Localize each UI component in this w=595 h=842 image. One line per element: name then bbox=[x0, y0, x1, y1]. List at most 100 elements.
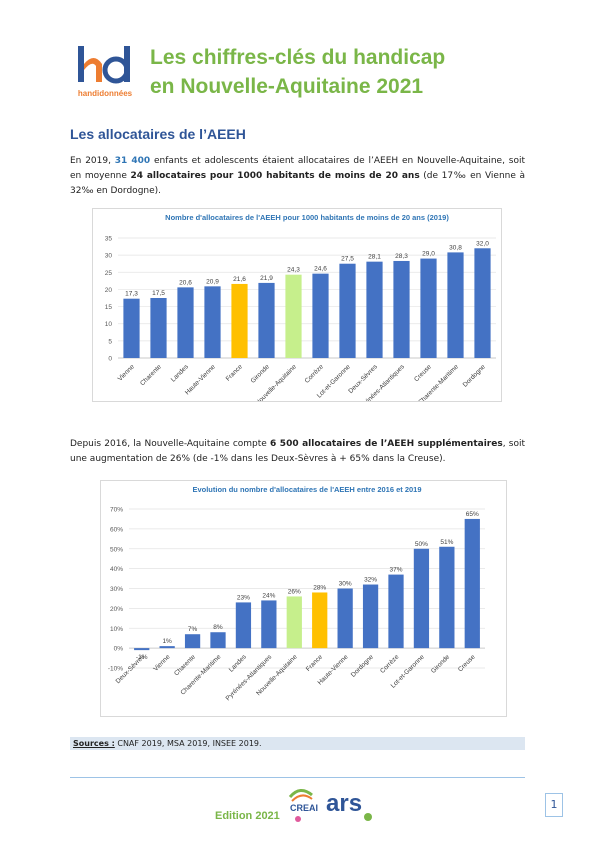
text: En 2019, bbox=[70, 156, 115, 166]
emphasis: 6 500 allocataires de l’AEEH supplémenta… bbox=[270, 439, 503, 449]
data-label: 28% bbox=[313, 584, 326, 591]
y-tick-label: 30 bbox=[105, 253, 113, 260]
data-label: 24,3 bbox=[287, 267, 300, 274]
bar bbox=[134, 648, 150, 651]
logo-text: ars bbox=[326, 790, 362, 817]
data-label: 29,0 bbox=[422, 251, 435, 258]
bar bbox=[337, 588, 353, 649]
chart-title: Nombre d'allocataires de l'AEEH pour 100… bbox=[165, 213, 449, 222]
x-tick-label: Dordogne bbox=[462, 363, 487, 388]
logo-shape bbox=[295, 816, 301, 822]
bar bbox=[150, 298, 167, 358]
logo-shape bbox=[364, 813, 372, 821]
sources-text: CNAF 2019, MSA 2019, INSEE 2019. bbox=[114, 739, 262, 748]
bar bbox=[159, 646, 175, 649]
data-label: 20,9 bbox=[206, 278, 219, 285]
emphasis: 24 allocataires pour 1000 habitants de m… bbox=[130, 171, 420, 181]
data-label: 7% bbox=[188, 626, 198, 633]
logo-shape bbox=[288, 789, 313, 799]
bar bbox=[312, 273, 329, 358]
data-label: 37% bbox=[389, 567, 402, 574]
data-label: 21,9 bbox=[260, 275, 273, 282]
y-tick-label: -10% bbox=[108, 666, 123, 673]
chart-title: Evolution du nombre d'allocataires de l'… bbox=[192, 485, 421, 494]
logo-shape bbox=[84, 58, 102, 82]
x-tick-label: Pyrénées-Atlantiques bbox=[225, 653, 274, 702]
data-label: 65% bbox=[466, 511, 479, 518]
logo-shape bbox=[102, 56, 130, 84]
data-label: 1% bbox=[162, 638, 172, 645]
logo-text: handidonnées bbox=[78, 89, 133, 98]
bar bbox=[261, 600, 277, 649]
data-label: 23% bbox=[237, 594, 250, 601]
data-label: 21,6 bbox=[233, 276, 246, 283]
y-tick-label: 10 bbox=[105, 321, 113, 328]
y-tick-label: 20% bbox=[110, 606, 123, 613]
y-tick-label: 30% bbox=[110, 586, 123, 593]
title-line: Les chiffres-clés du handicap bbox=[150, 46, 446, 69]
x-tick-label: Landes bbox=[228, 653, 249, 674]
bar bbox=[439, 546, 455, 649]
data-label: -1% bbox=[136, 654, 148, 661]
bar bbox=[184, 634, 201, 649]
bar bbox=[210, 632, 226, 649]
x-tick-label: Corrèze bbox=[379, 653, 401, 675]
text: (de 17‰ en Vienne à 32‰ en Dordogne). bbox=[70, 171, 525, 196]
title-line: en Nouvelle-Aquitaine 2021 bbox=[150, 75, 424, 98]
highlight: 31 400 bbox=[114, 156, 151, 166]
y-tick-label: 20 bbox=[105, 287, 113, 294]
bar bbox=[366, 261, 383, 358]
footer-line bbox=[70, 777, 525, 778]
page-number: 1 bbox=[545, 793, 563, 817]
y-tick-label: 5 bbox=[108, 338, 112, 345]
data-label: 24,6 bbox=[314, 266, 327, 273]
x-tick-label: Gironde bbox=[250, 363, 272, 385]
y-tick-label: 40% bbox=[110, 566, 123, 573]
logo-shape bbox=[78, 46, 84, 82]
x-tick-label: Corrèze bbox=[304, 363, 326, 385]
y-tick-label: 35 bbox=[105, 236, 113, 243]
chart: Nombre d'allocataires de l'AEEH pour 100… bbox=[92, 208, 502, 402]
bar bbox=[285, 274, 302, 358]
bar bbox=[258, 282, 275, 358]
bar bbox=[235, 602, 252, 649]
y-tick-label: 25 bbox=[105, 270, 113, 277]
paragraph: En 2019, 31 400 enfants et adolescents é… bbox=[70, 154, 525, 199]
sources-label: Sources : bbox=[73, 739, 115, 748]
bar bbox=[123, 298, 140, 358]
bar bbox=[362, 584, 379, 649]
data-label: 27,5 bbox=[341, 256, 354, 263]
x-tick-label: France bbox=[305, 653, 325, 673]
bar bbox=[204, 286, 221, 358]
bar bbox=[393, 260, 410, 358]
logo: handidonnées bbox=[78, 46, 133, 98]
data-label: 20,6 bbox=[179, 279, 192, 286]
bar bbox=[474, 248, 491, 358]
x-tick-label: Dordogne bbox=[350, 653, 375, 678]
partner-logo: CREAI ars bbox=[288, 789, 372, 822]
y-tick-label: 0% bbox=[114, 646, 124, 653]
text: , soit une augmentation de 26% (de -1% d… bbox=[70, 439, 525, 464]
bar bbox=[312, 592, 328, 649]
data-label: 32,0 bbox=[476, 240, 489, 247]
x-tick-label: Vienne bbox=[152, 653, 171, 672]
data-label: 30% bbox=[339, 581, 352, 588]
bar bbox=[447, 252, 464, 358]
y-tick-label: 10% bbox=[110, 626, 123, 633]
bar bbox=[177, 287, 194, 358]
x-tick-label: Creuse bbox=[413, 363, 433, 383]
data-label: 8% bbox=[213, 624, 223, 631]
text: Depuis 2016, la Nouvelle-Aquitaine compt… bbox=[70, 439, 271, 449]
x-tick-label: Landes bbox=[170, 363, 191, 384]
y-tick-label: 70% bbox=[110, 507, 123, 514]
chart: Evolution du nombre d'allocataires de l'… bbox=[100, 480, 507, 717]
bar bbox=[231, 283, 248, 358]
x-tick-label: Creuse bbox=[457, 653, 477, 673]
data-label: 28,1 bbox=[368, 254, 381, 261]
x-tick-label: Gironde bbox=[430, 653, 452, 675]
y-tick-label: 0 bbox=[108, 356, 112, 363]
data-label: 17,3 bbox=[125, 291, 138, 298]
data-label: 24% bbox=[262, 592, 275, 599]
bar bbox=[388, 574, 404, 649]
bar bbox=[413, 548, 430, 649]
